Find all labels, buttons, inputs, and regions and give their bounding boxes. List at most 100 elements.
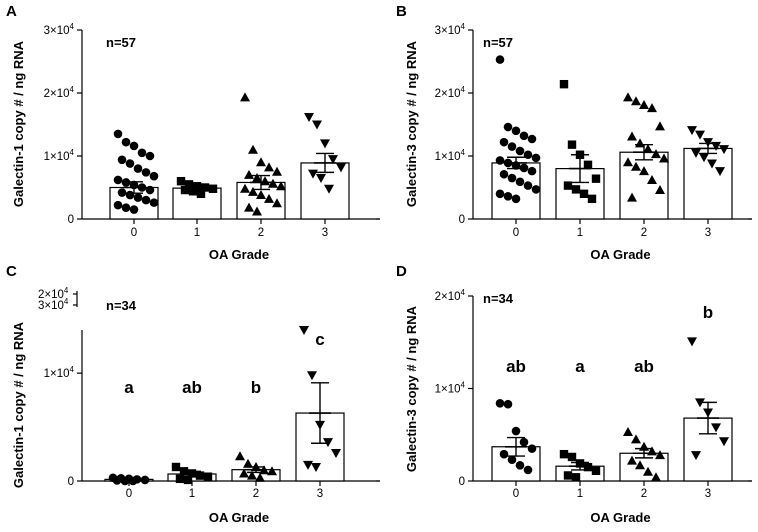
- n-label: n=34: [483, 291, 514, 306]
- x-tick-label: 3: [317, 488, 323, 500]
- data-point: [268, 178, 278, 188]
- broken-axis-tick-label: 3×104: [38, 297, 69, 312]
- significance-label: ab: [506, 357, 526, 376]
- y-axis-title: Galectin-3 copy # / ng RNA: [404, 40, 419, 207]
- data-point: [304, 112, 314, 122]
- data-point: [320, 139, 330, 149]
- data-point: [495, 156, 505, 165]
- data-point: [571, 185, 581, 194]
- x-tick-label: 0: [513, 227, 519, 239]
- data-point: [507, 142, 517, 151]
- data-point: [711, 423, 721, 433]
- data-point: [499, 137, 509, 147]
- panel-letter: B: [396, 3, 407, 20]
- data-point: [659, 153, 669, 163]
- data-point: [519, 437, 529, 447]
- n-label: n=57: [483, 35, 513, 50]
- data-point: [336, 163, 346, 173]
- y-tick-label: 1×104: [435, 381, 466, 396]
- data-point: [117, 155, 127, 165]
- data-point: [583, 160, 593, 170]
- data-point: [113, 200, 123, 210]
- data-point: [687, 337, 697, 347]
- data-point: [121, 203, 131, 212]
- panel-a: A 0 1×104 2×104 3×104 0 1 2 3 OA Grade Galectin-1 …: [6, 3, 380, 262]
- data-point: [184, 180, 194, 189]
- y-axis-title: Galectin-1 copy # / ng RNA: [11, 321, 26, 488]
- x-tick-label: 1: [577, 227, 583, 239]
- data-point: [583, 462, 593, 472]
- x-tick-label: 1: [577, 488, 583, 500]
- data-point: [307, 371, 317, 381]
- data-point: [635, 460, 645, 470]
- data-point: [639, 166, 649, 176]
- data-point: [623, 92, 633, 102]
- data-point: [631, 96, 641, 106]
- x-tick-label: 0: [513, 488, 519, 500]
- y-tick-label: 2×104: [435, 288, 466, 303]
- data-point: [627, 131, 637, 141]
- data-point: [507, 173, 517, 183]
- data-point: [715, 167, 725, 177]
- data-point: [248, 144, 258, 154]
- significance-label: a: [575, 357, 585, 376]
- data-point: [623, 426, 633, 436]
- significance-label: b: [251, 378, 261, 397]
- y-tick-label: 0: [459, 476, 465, 488]
- data-point: [248, 186, 258, 196]
- data-point: [695, 130, 705, 140]
- data-point: [328, 155, 338, 165]
- data-point: [719, 437, 729, 447]
- data-point: [527, 444, 537, 453]
- significance-label: b: [703, 303, 713, 322]
- data-point: [499, 449, 509, 459]
- data-point: [719, 145, 729, 155]
- data-point: [515, 177, 525, 187]
- data-point: [591, 466, 601, 476]
- data-point: [208, 184, 218, 193]
- data-point: [247, 470, 257, 480]
- data-point: [303, 460, 313, 470]
- x-tick-label: 2: [641, 227, 647, 239]
- data-point: [267, 466, 277, 476]
- data-point: [299, 326, 309, 335]
- y-tick-label: 1×104: [435, 148, 466, 163]
- bar: [683, 147, 733, 220]
- data-point: [141, 195, 151, 205]
- n-label: n=34: [106, 298, 137, 313]
- x-tick-label: 0: [131, 227, 137, 239]
- x-axis-title: OA Grade: [209, 510, 269, 525]
- panel-letter: C: [6, 263, 17, 280]
- data-point: [140, 475, 150, 485]
- x-axis-title: OA Grade: [209, 247, 269, 262]
- data-point: [308, 169, 318, 179]
- data-point: [519, 131, 529, 141]
- broken-axis-tick-label: 2×104: [38, 286, 69, 301]
- x-tick-label: 1: [189, 488, 195, 500]
- data-point: [643, 466, 653, 476]
- data-point: [129, 205, 139, 214]
- data-point: [120, 476, 130, 486]
- x-tick-label: 0: [126, 488, 132, 500]
- data-point: [113, 129, 123, 139]
- data-point: [523, 181, 533, 190]
- data-point: [125, 159, 135, 168]
- data-point: [203, 472, 213, 481]
- data-point: [244, 169, 254, 179]
- data-point: [195, 471, 205, 480]
- data-point: [255, 472, 265, 482]
- data-point: [331, 448, 341, 458]
- data-point: [531, 153, 541, 163]
- data-point: [523, 465, 533, 475]
- data-point: [196, 189, 206, 198]
- data-point: [651, 472, 661, 482]
- data-point: [567, 140, 577, 149]
- data-point: [121, 137, 131, 147]
- data-point: [125, 190, 135, 200]
- data-point: [495, 399, 505, 408]
- y-tick-label: 3×104: [435, 22, 466, 37]
- y-tick-label: 1×104: [44, 365, 75, 380]
- data-point: [499, 169, 509, 179]
